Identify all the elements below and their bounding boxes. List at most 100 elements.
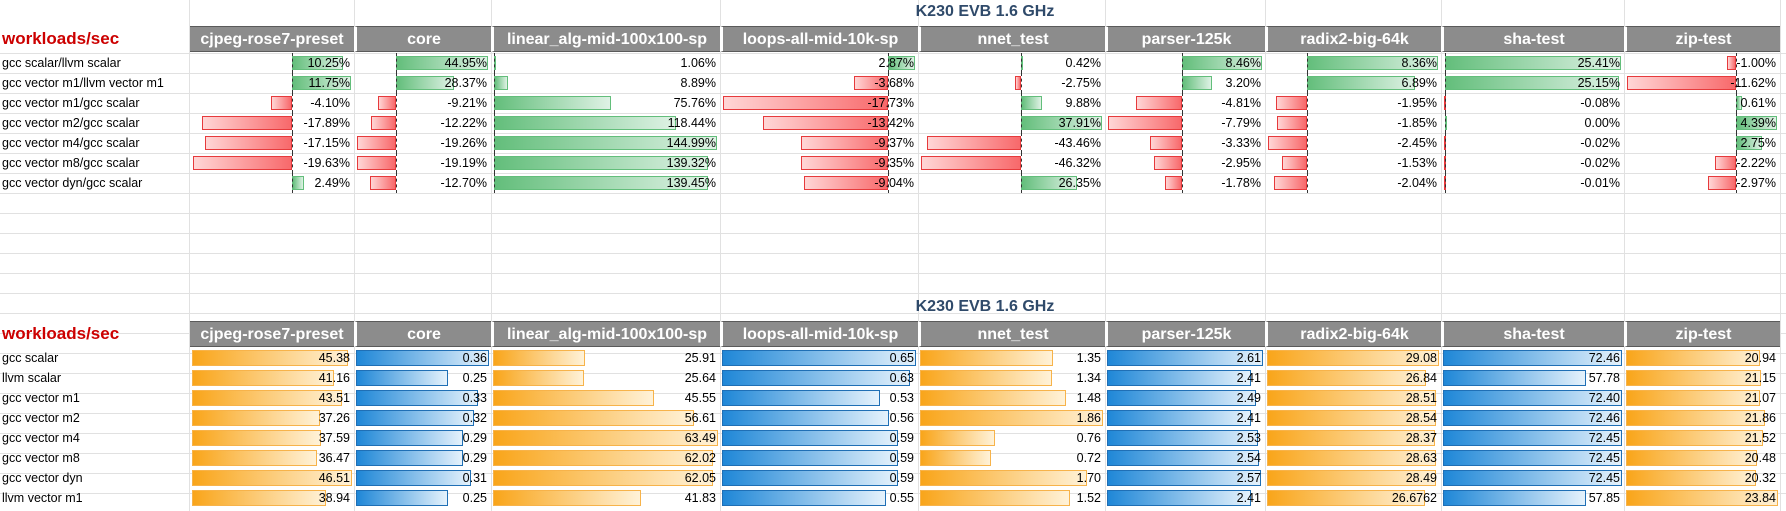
absolute-cell[interactable]: 1.34 bbox=[918, 368, 1105, 388]
absolute-cell[interactable]: 0.59 bbox=[720, 468, 918, 488]
relative-cell[interactable]: -3.33% bbox=[1105, 133, 1265, 153]
absolute-cell[interactable]: 21.86 bbox=[1624, 408, 1780, 428]
relative-cell[interactable]: -19.26% bbox=[354, 133, 491, 153]
relative-cell[interactable]: -0.01% bbox=[1441, 173, 1624, 193]
absolute-cell[interactable]: 2.49 bbox=[1105, 388, 1265, 408]
absolute-cell[interactable]: 20.94 bbox=[1624, 348, 1780, 368]
absolute-header-cell[interactable]: linear_alg-mid-100x100-sp bbox=[491, 321, 720, 347]
relative-cell[interactable]: 26.35% bbox=[918, 173, 1105, 193]
absolute-cell[interactable]: 2.41 bbox=[1105, 368, 1265, 388]
relative-cell[interactable]: -2.75% bbox=[918, 73, 1105, 93]
relative-cell[interactable]: -2.97% bbox=[1624, 173, 1780, 193]
relative-cell[interactable]: -1.00% bbox=[1624, 53, 1780, 73]
absolute-cell[interactable]: 25.91 bbox=[491, 348, 720, 368]
relative-cell[interactable]: -0.02% bbox=[1441, 133, 1624, 153]
absolute-cell[interactable]: 0.65 bbox=[720, 348, 918, 368]
relative-header-cell[interactable]: cjpeg-rose7-preset bbox=[190, 26, 354, 52]
relative-cell[interactable]: -9.37% bbox=[720, 133, 918, 153]
relative-header-cell[interactable]: core bbox=[354, 26, 491, 52]
relative-cell[interactable]: -19.19% bbox=[354, 153, 491, 173]
relative-cell[interactable]: -1.53% bbox=[1265, 153, 1441, 173]
absolute-row-label[interactable]: gcc scalar bbox=[2, 351, 59, 365]
absolute-header-cell[interactable]: sha-test bbox=[1441, 321, 1624, 347]
relative-header-cell[interactable]: sha-test bbox=[1441, 26, 1624, 52]
absolute-cell[interactable]: 0.59 bbox=[720, 448, 918, 468]
relative-cell[interactable]: -17.89% bbox=[190, 113, 354, 133]
absolute-header-cell[interactable]: zip-test bbox=[1624, 321, 1780, 347]
relative-cell[interactable]: 0.42% bbox=[918, 53, 1105, 73]
absolute-cell[interactable]: 0.32 bbox=[354, 408, 491, 428]
absolute-cell[interactable]: 57.78 bbox=[1441, 368, 1624, 388]
absolute-cell[interactable]: 36.47 bbox=[190, 448, 354, 468]
absolute-cell[interactable]: 29.08 bbox=[1265, 348, 1441, 368]
relative-cell[interactable]: -1.85% bbox=[1265, 113, 1441, 133]
absolute-header-cell[interactable]: parser-125k bbox=[1105, 321, 1265, 347]
absolute-cell[interactable]: 45.55 bbox=[491, 388, 720, 408]
absolute-cell[interactable]: 2.41 bbox=[1105, 408, 1265, 428]
relative-cell[interactable]: -12.22% bbox=[354, 113, 491, 133]
absolute-cell[interactable]: 72.45 bbox=[1441, 428, 1624, 448]
relative-cell[interactable]: -12.70% bbox=[354, 173, 491, 193]
relative-cell[interactable]: 6.89% bbox=[1265, 73, 1441, 93]
relative-cell[interactable]: 9.88% bbox=[918, 93, 1105, 113]
relative-cell[interactable]: -19.63% bbox=[190, 153, 354, 173]
absolute-row-label[interactable]: llvm vector m1 bbox=[2, 491, 83, 505]
absolute-header-cell[interactable]: loops-all-mid-10k-sp bbox=[720, 321, 918, 347]
absolute-cell[interactable]: 72.46 bbox=[1441, 348, 1624, 368]
absolute-cell[interactable]: 57.85 bbox=[1441, 488, 1624, 508]
relative-cell[interactable]: 8.46% bbox=[1105, 53, 1265, 73]
absolute-cell[interactable]: 0.56 bbox=[720, 408, 918, 428]
relative-row-label[interactable]: gcc vector m2/gcc scalar bbox=[2, 116, 140, 130]
absolute-cell[interactable]: 0.33 bbox=[354, 388, 491, 408]
absolute-cell[interactable]: 37.59 bbox=[190, 428, 354, 448]
relative-cell[interactable]: -0.08% bbox=[1441, 93, 1624, 113]
absolute-cell[interactable]: 1.52 bbox=[918, 488, 1105, 508]
absolute-cell[interactable]: 21.52 bbox=[1624, 428, 1780, 448]
relative-cell[interactable]: 0.61% bbox=[1624, 93, 1780, 113]
absolute-cell[interactable]: 20.48 bbox=[1624, 448, 1780, 468]
absolute-cell[interactable]: 1.86 bbox=[918, 408, 1105, 428]
absolute-cell[interactable]: 0.31 bbox=[354, 468, 491, 488]
relative-header-cell[interactable]: nnet_test bbox=[918, 26, 1105, 52]
absolute-cell[interactable]: 2.41 bbox=[1105, 488, 1265, 508]
relative-cell[interactable]: 144.99% bbox=[491, 133, 720, 153]
relative-cell[interactable]: -11.62% bbox=[1624, 73, 1780, 93]
relative-cell[interactable]: -1.95% bbox=[1265, 93, 1441, 113]
absolute-cell[interactable]: 1.35 bbox=[918, 348, 1105, 368]
absolute-row-label[interactable]: gcc vector m4 bbox=[2, 431, 80, 445]
relative-row-label[interactable]: gcc vector m4/gcc scalar bbox=[2, 136, 140, 150]
absolute-header-cell[interactable]: core bbox=[354, 321, 491, 347]
absolute-cell[interactable]: 45.38 bbox=[190, 348, 354, 368]
relative-cell[interactable]: -46.32% bbox=[918, 153, 1105, 173]
absolute-cell[interactable]: 28.54 bbox=[1265, 408, 1441, 428]
absolute-cell[interactable]: 20.32 bbox=[1624, 468, 1780, 488]
relative-cell[interactable]: -2.95% bbox=[1105, 153, 1265, 173]
absolute-cell[interactable]: 26.84 bbox=[1265, 368, 1441, 388]
absolute-cell[interactable]: 2.53 bbox=[1105, 428, 1265, 448]
absolute-cell[interactable]: 25.64 bbox=[491, 368, 720, 388]
absolute-header-cell[interactable]: cjpeg-rose7-preset bbox=[190, 321, 354, 347]
relative-row-label[interactable]: gcc vector m1/llvm vector m1 bbox=[2, 76, 164, 90]
relative-cell[interactable]: 8.36% bbox=[1265, 53, 1441, 73]
absolute-cell[interactable]: 0.59 bbox=[720, 428, 918, 448]
relative-cell[interactable]: -9.21% bbox=[354, 93, 491, 113]
absolute-cell[interactable]: 0.25 bbox=[354, 488, 491, 508]
absolute-cell[interactable]: 0.29 bbox=[354, 448, 491, 468]
relative-cell[interactable]: 139.32% bbox=[491, 153, 720, 173]
absolute-cell[interactable]: 28.37 bbox=[1265, 428, 1441, 448]
absolute-cell[interactable]: 41.83 bbox=[491, 488, 720, 508]
relative-cell[interactable]: 2.87% bbox=[720, 53, 918, 73]
relative-cell[interactable]: 10.25% bbox=[190, 53, 354, 73]
relative-cell[interactable]: -1.78% bbox=[1105, 173, 1265, 193]
relative-cell[interactable]: 118.44% bbox=[491, 113, 720, 133]
absolute-row-label[interactable]: llvm scalar bbox=[2, 371, 62, 385]
relative-row-label[interactable]: gcc scalar/llvm scalar bbox=[2, 56, 121, 70]
absolute-cell[interactable]: 21.15 bbox=[1624, 368, 1780, 388]
relative-cell[interactable]: 0.00% bbox=[1441, 113, 1624, 133]
absolute-cell[interactable]: 38.94 bbox=[190, 488, 354, 508]
relative-cell[interactable]: 4.39% bbox=[1624, 113, 1780, 133]
relative-header-cell[interactable]: linear_alg-mid-100x100-sp bbox=[491, 26, 720, 52]
relative-row-label[interactable]: gcc vector dyn/gcc scalar bbox=[2, 176, 143, 190]
absolute-cell[interactable]: 0.36 bbox=[354, 348, 491, 368]
